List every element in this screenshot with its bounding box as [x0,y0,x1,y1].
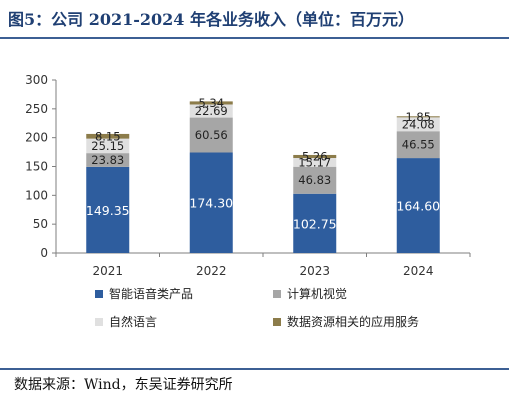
bar-segment [189,117,233,153]
data-label: 24.08 [402,117,435,131]
source-note: 数据来源：Wind，东吴证券研究所 [14,377,233,393]
data-label: 102.75 [293,216,337,231]
title-bar: 图5：公司 2021-2024 年各业务收入（单位：百万元） [0,0,509,36]
y-tick-label: 200 [25,131,48,145]
bar-segment [86,153,130,167]
bar-segment [86,133,130,139]
data-label: 149.35 [86,203,130,218]
bar-segment [293,193,337,253]
chart-area: 0 50 100 150 200 250 300 149.35 23.83 25.15 8.15 20… [0,40,509,368]
bar-segment [293,166,337,194]
bar-segment [189,101,233,105]
data-label: 46.55 [402,138,435,152]
legend-label: 计算机视觉 [287,286,347,301]
bar-segment [86,138,130,154]
bottom-divider [0,368,509,370]
y-tick-label: 150 [25,160,48,174]
data-label: 5.34 [198,96,224,110]
data-label: 60.56 [195,128,228,142]
data-label: 23.83 [91,153,124,167]
data-label: 164.60 [396,199,440,214]
y-tick-label: 100 [25,188,48,202]
legend-swatch [273,318,281,326]
bar-segment [189,152,233,253]
y-tick-label: 0 [40,246,48,260]
data-label: 25.15 [91,139,124,153]
data-label: 5.26 [302,149,328,163]
x-tick-label: 2023 [299,264,330,278]
y-tick-label: 50 [33,217,48,231]
legend-swatch [273,290,281,298]
x-tick-label: 2022 [196,264,227,278]
data-label: 174.30 [189,196,233,211]
legend-swatch [95,290,103,298]
data-label: 15.17 [298,155,331,169]
legend-label: 智能语音类产品 [109,286,193,301]
bar-segment [396,131,440,159]
legend-label: 自然语言 [109,314,157,329]
data-label: 46.83 [298,173,331,187]
y-tick-label: 300 [25,73,48,87]
bar-segment [86,166,130,253]
y-tick-label: 250 [25,102,48,116]
bar-segment [189,104,233,118]
x-tick-label: 2021 [92,264,123,278]
bar-segment [396,117,440,132]
bar-segment [293,154,337,158]
x-tick-label: 2024 [403,264,434,278]
bar-segment [293,157,337,167]
bar-segment [396,158,440,253]
legend-swatch [95,318,103,326]
chart-title: 图5：公司 2021-2024 年各业务收入（单位：百万元） [8,10,414,29]
title-divider [0,37,509,39]
legend-label: 数据资源相关的应用服务 [287,314,419,329]
data-label: 22.69 [195,104,228,118]
data-label: 1.85 [405,110,431,124]
bar-segment [396,116,440,118]
data-label: 8.15 [95,129,121,143]
